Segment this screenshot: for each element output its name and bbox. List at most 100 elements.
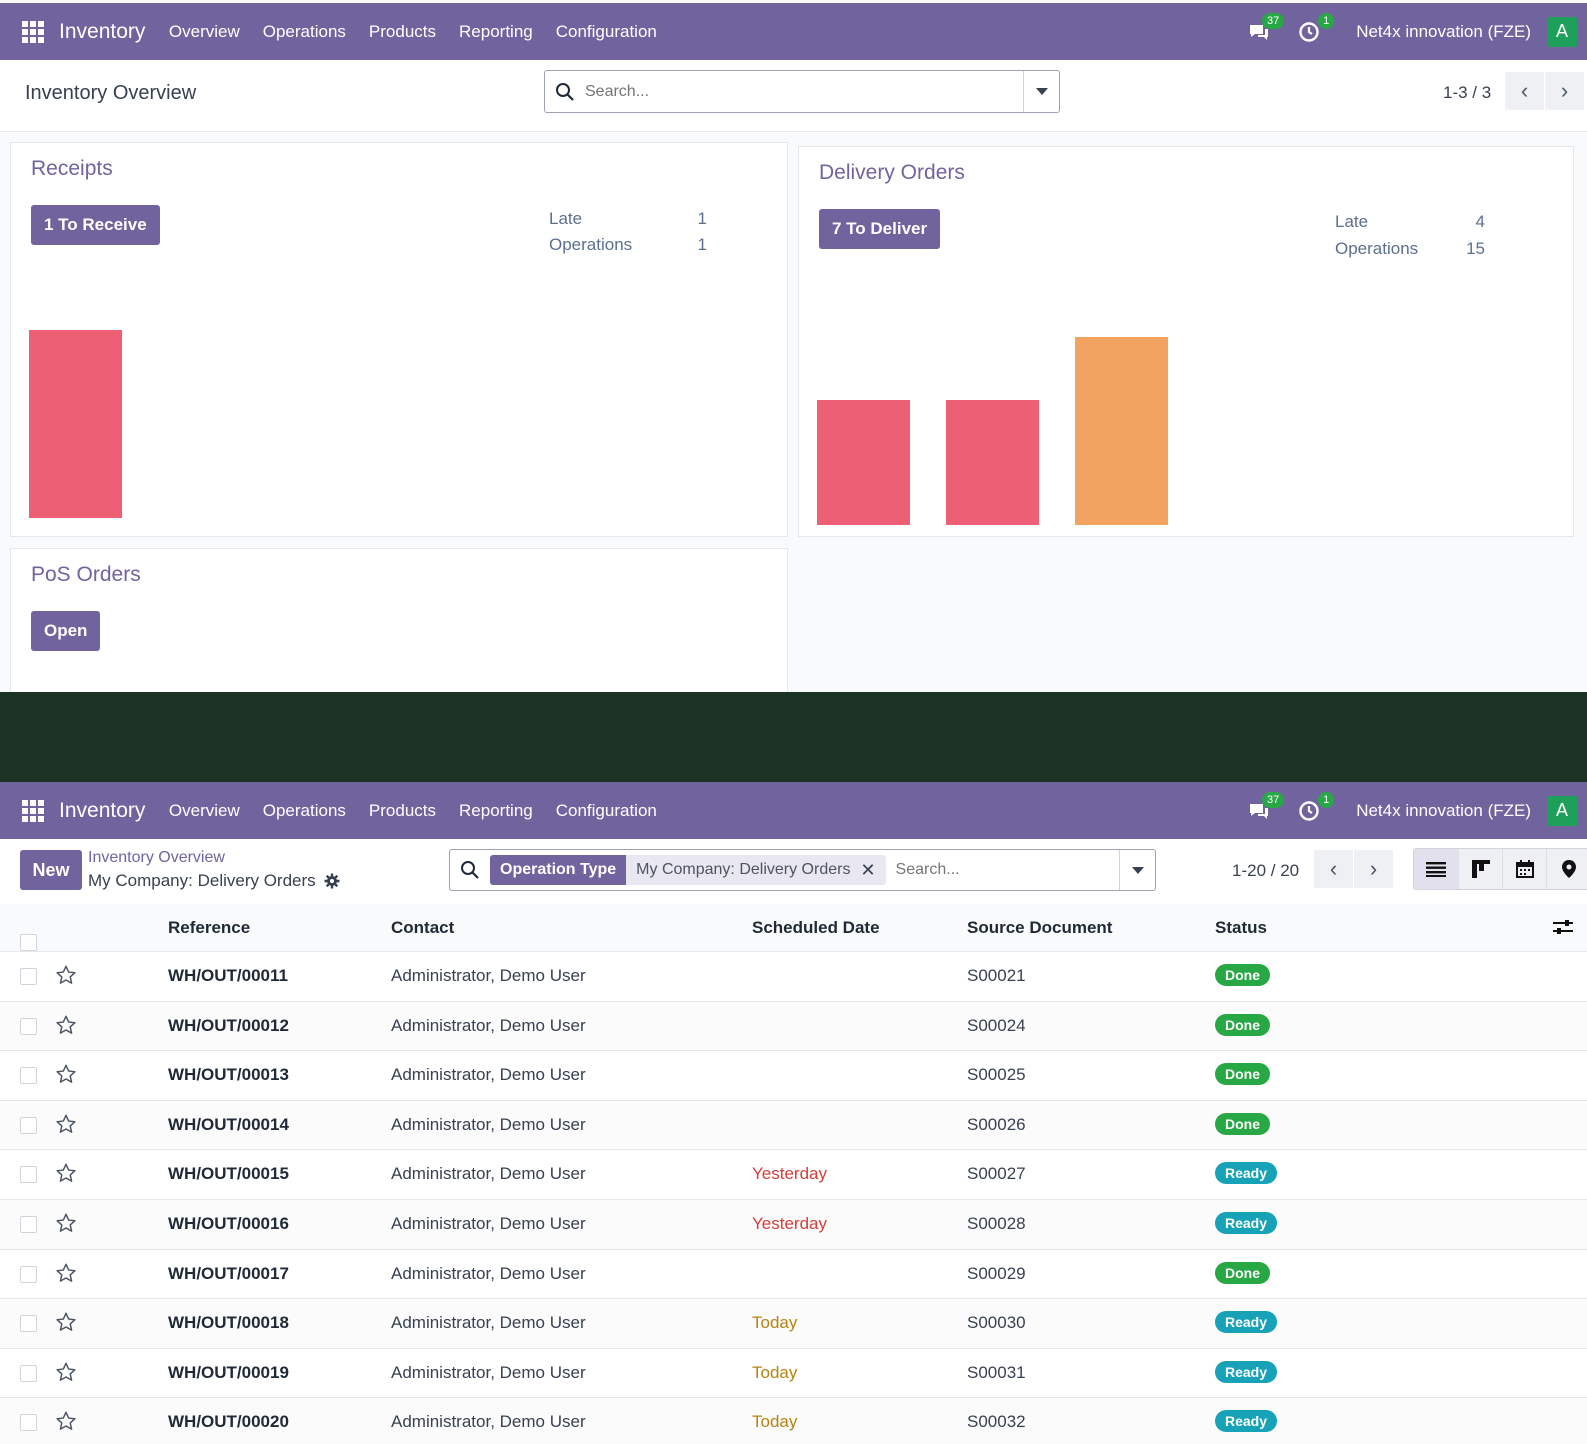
row-checkbox[interactable] [20,968,37,985]
operations-label[interactable]: Operations [1335,239,1419,258]
table-row[interactable]: WH/OUT/00015 Administrator, Demo User Yest… [0,1150,1587,1200]
pos-orders-title[interactable]: PoS Orders [31,563,141,586]
column-reference[interactable]: Reference [168,918,251,937]
optional-columns-icon[interactable] [1553,918,1573,941]
pager-value[interactable]: 1-3 / 3 [1443,83,1492,102]
to-deliver-button[interactable]: 7 To Deliver [819,209,941,249]
company-switcher[interactable]: Net4x innovation (FZE) [1356,800,1531,820]
star-icon[interactable] [55,1014,77,1041]
breadcrumb-inventory-overview[interactable]: Inventory Overview [88,849,225,866]
menu-reporting[interactable]: Reporting [459,21,533,41]
menu-overview[interactable]: Overview [168,800,240,820]
new-button[interactable]: New [20,850,82,890]
search-options-toggle[interactable] [1023,71,1059,112]
menu-products[interactable]: Products [368,800,437,820]
row-checkbox[interactable] [20,1364,37,1382]
messages-icon[interactable]: 37 [1244,791,1285,826]
graph-bar[interactable] [1075,337,1168,525]
table-row[interactable]: WH/OUT/00014 Administrator, Demo User S000… [0,1100,1587,1151]
delivery-orders-title[interactable]: Delivery Orders [819,161,965,184]
user-avatar[interactable]: A [1547,795,1577,826]
table-row[interactable]: WH/OUT/00012 Administrator, Demo User S000… [0,1001,1587,1052]
menu-operations[interactable]: Operations [262,800,346,820]
star-icon[interactable] [55,1311,77,1338]
star-icon[interactable] [55,1212,77,1239]
row-checkbox[interactable] [20,1414,37,1432]
star-icon[interactable] [55,1162,77,1189]
pager-previous-button[interactable]: ‹ [1505,72,1544,110]
table-row[interactable]: WH/OUT/00011 Administrator, Demo User S000… [0,952,1587,1002]
row-checkbox[interactable] [20,1315,37,1333]
gear-icon[interactable] [324,873,340,889]
column-source-document[interactable]: Source Document [967,918,1113,937]
table-row[interactable]: WH/OUT/00020 Administrator, Demo User Toda… [0,1398,1587,1444]
star-icon[interactable] [55,1410,77,1437]
star-icon[interactable] [55,1361,77,1388]
star-icon[interactable] [55,1063,77,1090]
status-badge: Ready [1215,1311,1278,1334]
row-checkbox[interactable] [20,1265,37,1283]
close-icon[interactable]: ✕ [860,859,876,880]
chevron-down-icon [1035,88,1048,95]
graph-bar[interactable] [946,400,1039,525]
search-input[interactable] [895,861,1119,879]
row-checkbox[interactable] [20,1017,37,1035]
app-name[interactable]: Inventory [59,19,146,43]
menu-configuration[interactable]: Configuration [555,21,657,41]
map-view-button[interactable] [1546,849,1587,889]
row-checkbox[interactable] [20,1116,37,1134]
calendar-view-button[interactable] [1502,849,1546,889]
app-menu-icon[interactable] [22,20,44,43]
search-input[interactable] [585,82,1023,101]
list-view-button[interactable] [1414,849,1458,889]
delivery-graph[interactable] [817,335,1557,525]
column-scheduled-date[interactable]: Scheduled Date [752,918,880,937]
pager-previous-button[interactable]: ‹ [1314,850,1353,888]
table-row[interactable]: WH/OUT/00018 Administrator, Demo User Toda… [0,1299,1587,1349]
menu-reporting[interactable]: Reporting [459,800,533,820]
receipts-title[interactable]: Receipts [31,157,113,180]
table-row[interactable]: WH/OUT/00017 Administrator, Demo User S000… [0,1249,1587,1300]
menu-overview[interactable]: Overview [168,21,240,41]
operations-value[interactable]: 15 [1466,239,1485,258]
star-icon[interactable] [55,964,77,991]
late-value[interactable]: 4 [1475,212,1485,231]
late-label[interactable]: Late [1335,212,1369,231]
table-row[interactable]: WH/OUT/00016 Administrator, Demo User Yest… [0,1199,1587,1250]
operations-value[interactable]: 1 [697,235,707,254]
star-icon[interactable] [55,1262,77,1289]
menu-configuration[interactable]: Configuration [555,800,657,820]
menu-products[interactable]: Products [368,21,437,41]
pager-value[interactable]: 1-20 / 20 [1232,861,1300,880]
row-checkbox[interactable] [20,1067,37,1085]
pager-next-button[interactable]: › [1545,72,1584,110]
to-receive-button[interactable]: 1 To Receive [31,205,160,245]
column-contact[interactable]: Contact [391,918,455,937]
late-label[interactable]: Late [549,209,583,228]
column-status[interactable]: Status [1215,918,1267,937]
user-avatar[interactable]: A [1547,16,1577,47]
messages-icon[interactable]: 37 [1244,12,1285,47]
operations-label[interactable]: Operations [549,235,633,254]
search-options-toggle[interactable] [1119,850,1155,890]
row-checkbox[interactable] [20,1166,37,1184]
table-row[interactable]: WH/OUT/00019 Administrator, Demo User Toda… [0,1348,1587,1399]
kanban-view-button[interactable] [1458,849,1502,889]
late-value[interactable]: 1 [697,209,707,228]
activities-icon[interactable]: 1 [1294,12,1335,47]
app-menu-icon[interactable] [22,799,44,822]
activities-icon[interactable]: 1 [1294,791,1335,826]
pager-next-button[interactable]: › [1354,850,1393,888]
company-switcher[interactable]: Net4x innovation (FZE) [1356,21,1531,41]
star-icon[interactable] [55,1113,77,1140]
graph-bar[interactable] [817,400,910,525]
receipts-graph[interactable] [29,319,769,518]
graph-bar[interactable] [29,330,122,518]
pos-open-button[interactable]: Open [31,611,101,651]
row-checkbox[interactable] [20,1215,37,1233]
menu-operations[interactable]: Operations [262,21,346,41]
app-name[interactable]: Inventory [59,798,146,822]
select-all-checkbox[interactable] [20,934,37,951]
table-row[interactable]: WH/OUT/00013 Administrator, Demo User S000… [0,1051,1587,1101]
row-reference: WH/OUT/00020 [168,1412,289,1432]
